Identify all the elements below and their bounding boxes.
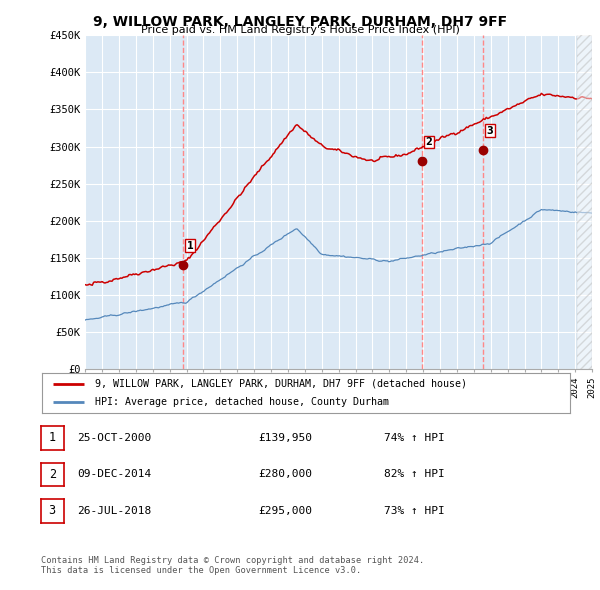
Text: 25-OCT-2000: 25-OCT-2000 <box>77 433 151 442</box>
Text: 1: 1 <box>49 431 56 444</box>
Text: 2: 2 <box>49 468 56 481</box>
Text: 2: 2 <box>425 137 432 147</box>
Text: 3: 3 <box>487 126 493 136</box>
Text: 82% ↑ HPI: 82% ↑ HPI <box>384 470 445 479</box>
Text: 9, WILLOW PARK, LANGLEY PARK, DURHAM, DH7 9FF: 9, WILLOW PARK, LANGLEY PARK, DURHAM, DH… <box>93 15 507 29</box>
Text: 1: 1 <box>187 241 194 251</box>
Text: Contains HM Land Registry data © Crown copyright and database right 2024.
This d: Contains HM Land Registry data © Crown c… <box>41 556 424 575</box>
Text: £295,000: £295,000 <box>258 506 312 516</box>
Text: 73% ↑ HPI: 73% ↑ HPI <box>384 506 445 516</box>
Text: 3: 3 <box>49 504 56 517</box>
Text: 26-JUL-2018: 26-JUL-2018 <box>77 506 151 516</box>
Text: HPI: Average price, detached house, County Durham: HPI: Average price, detached house, Coun… <box>95 397 389 407</box>
Text: £280,000: £280,000 <box>258 470 312 479</box>
Text: 74% ↑ HPI: 74% ↑ HPI <box>384 433 445 442</box>
Text: £139,950: £139,950 <box>258 433 312 442</box>
Text: Price paid vs. HM Land Registry's House Price Index (HPI): Price paid vs. HM Land Registry's House … <box>140 25 460 35</box>
Text: 9, WILLOW PARK, LANGLEY PARK, DURHAM, DH7 9FF (detached house): 9, WILLOW PARK, LANGLEY PARK, DURHAM, DH… <box>95 379 467 389</box>
Text: 09-DEC-2014: 09-DEC-2014 <box>77 470 151 479</box>
